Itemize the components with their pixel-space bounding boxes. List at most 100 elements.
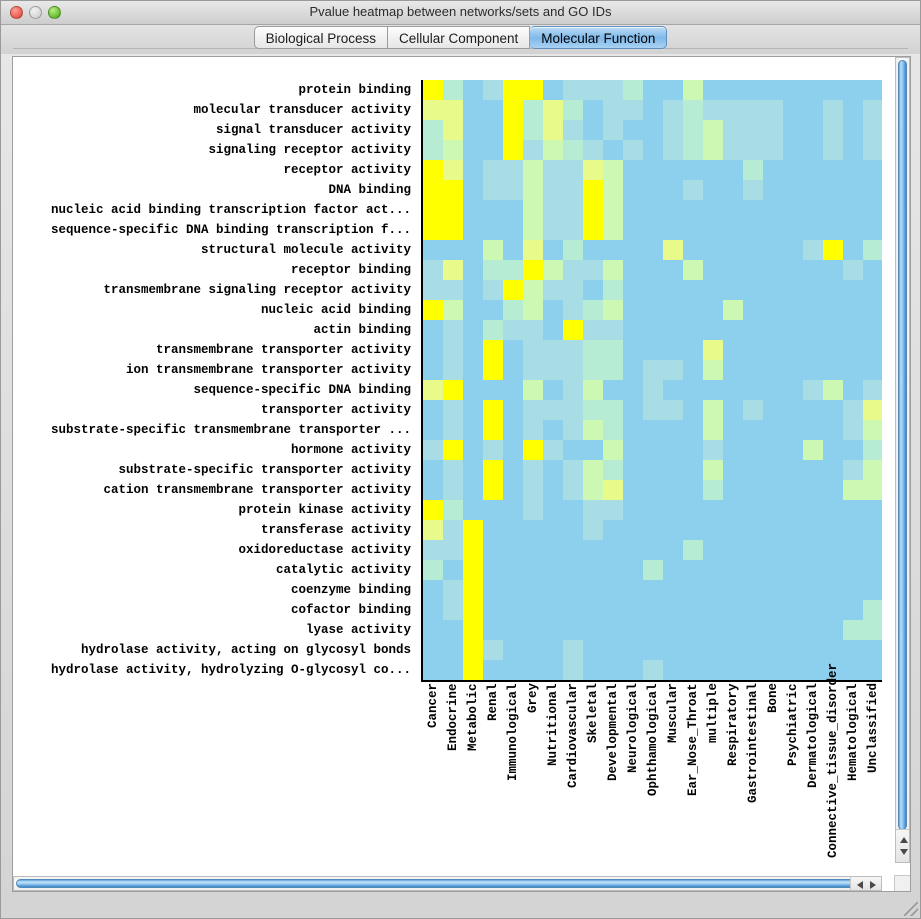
heatmap-cell[interactable] bbox=[523, 140, 543, 160]
heatmap-cell[interactable] bbox=[563, 560, 583, 580]
heatmap-cell[interactable] bbox=[723, 360, 743, 380]
heatmap-cell[interactable] bbox=[463, 220, 483, 240]
heatmap-cell[interactable] bbox=[523, 500, 543, 520]
heatmap-cell[interactable] bbox=[503, 300, 523, 320]
heatmap-cell[interactable] bbox=[583, 520, 603, 540]
heatmap-cell[interactable] bbox=[703, 320, 723, 340]
heatmap-cell[interactable] bbox=[663, 660, 683, 680]
heatmap-cell[interactable] bbox=[603, 120, 623, 140]
heatmap-cell[interactable] bbox=[803, 240, 823, 260]
heatmap-cell[interactable] bbox=[763, 100, 783, 120]
heatmap-cell[interactable] bbox=[843, 400, 863, 420]
heatmap-cell[interactable] bbox=[463, 560, 483, 580]
heatmap-cell[interactable] bbox=[603, 260, 623, 280]
heatmap-cell[interactable] bbox=[723, 460, 743, 480]
heatmap-cell[interactable] bbox=[543, 600, 563, 620]
heatmap-cell[interactable] bbox=[583, 380, 603, 400]
heatmap-cell[interactable] bbox=[823, 140, 843, 160]
heatmap-cell[interactable] bbox=[823, 360, 843, 380]
heatmap-cell[interactable] bbox=[543, 500, 563, 520]
heatmap-cell[interactable] bbox=[543, 260, 563, 280]
heatmap-cell[interactable] bbox=[463, 660, 483, 680]
heatmap-cell[interactable] bbox=[783, 500, 803, 520]
heatmap-cell[interactable] bbox=[803, 120, 823, 140]
heatmap-cell[interactable] bbox=[503, 240, 523, 260]
heatmap-cell[interactable] bbox=[683, 480, 703, 500]
heatmap-cell[interactable] bbox=[803, 560, 823, 580]
heatmap-cell[interactable] bbox=[783, 620, 803, 640]
heatmap-cell[interactable] bbox=[703, 480, 723, 500]
heatmap-cell[interactable] bbox=[583, 300, 603, 320]
heatmap-cell[interactable] bbox=[603, 280, 623, 300]
heatmap-cell[interactable] bbox=[443, 420, 463, 440]
heatmap-cell[interactable] bbox=[743, 520, 763, 540]
heatmap-cell[interactable] bbox=[603, 580, 623, 600]
heatmap-cell[interactable] bbox=[423, 320, 443, 340]
heatmap-cell[interactable] bbox=[863, 240, 882, 260]
heatmap-cell[interactable] bbox=[843, 480, 863, 500]
heatmap-cell[interactable] bbox=[563, 580, 583, 600]
heatmap-cell[interactable] bbox=[603, 320, 623, 340]
heatmap-cell[interactable] bbox=[783, 540, 803, 560]
heatmap-cell[interactable] bbox=[663, 580, 683, 600]
heatmap-cell[interactable] bbox=[683, 560, 703, 580]
vertical-scrollbar-thumb[interactable] bbox=[898, 60, 907, 830]
heatmap-cell[interactable] bbox=[623, 520, 643, 540]
heatmap-cell[interactable] bbox=[483, 600, 503, 620]
heatmap-cell[interactable] bbox=[843, 80, 863, 100]
heatmap-cell[interactable] bbox=[703, 160, 723, 180]
tab-molecular-function[interactable]: Molecular Function bbox=[530, 26, 668, 49]
window-resize-grip[interactable] bbox=[904, 902, 918, 916]
heatmap-cell[interactable] bbox=[803, 540, 823, 560]
heatmap-cell[interactable] bbox=[483, 400, 503, 420]
heatmap-cell[interactable] bbox=[483, 420, 503, 440]
heatmap-cell[interactable] bbox=[463, 200, 483, 220]
heatmap-cell[interactable] bbox=[503, 160, 523, 180]
heatmap-cell[interactable] bbox=[683, 320, 703, 340]
heatmap-cell[interactable] bbox=[423, 520, 443, 540]
heatmap-cell[interactable] bbox=[643, 160, 663, 180]
heatmap-cell[interactable] bbox=[423, 620, 443, 640]
heatmap-cell[interactable] bbox=[643, 380, 663, 400]
heatmap-cell[interactable] bbox=[723, 220, 743, 240]
heatmap-cell[interactable] bbox=[503, 660, 523, 680]
heatmap-cell[interactable] bbox=[443, 440, 463, 460]
heatmap-cell[interactable] bbox=[743, 280, 763, 300]
heatmap-cell[interactable] bbox=[603, 180, 623, 200]
heatmap-cell[interactable] bbox=[863, 300, 882, 320]
heatmap-cell[interactable] bbox=[523, 260, 543, 280]
heatmap-cell[interactable] bbox=[863, 420, 882, 440]
heatmap-cell[interactable] bbox=[803, 340, 823, 360]
heatmap-cell[interactable] bbox=[503, 400, 523, 420]
heatmap-cell[interactable] bbox=[663, 560, 683, 580]
heatmap-cell[interactable] bbox=[823, 380, 843, 400]
heatmap-cell[interactable] bbox=[803, 660, 823, 680]
heatmap-cell[interactable] bbox=[483, 440, 503, 460]
heatmap-cell[interactable] bbox=[763, 560, 783, 580]
heatmap-cell[interactable] bbox=[663, 100, 683, 120]
heatmap-cell[interactable] bbox=[803, 640, 823, 660]
heatmap-cell[interactable] bbox=[543, 660, 563, 680]
heatmap-cell[interactable] bbox=[783, 80, 803, 100]
heatmap-cell[interactable] bbox=[723, 640, 743, 660]
heatmap-cell[interactable] bbox=[423, 220, 443, 240]
heatmap-cell[interactable] bbox=[603, 100, 623, 120]
heatmap-cell[interactable] bbox=[843, 180, 863, 200]
heatmap-cell[interactable] bbox=[663, 140, 683, 160]
heatmap-cell[interactable] bbox=[503, 260, 523, 280]
heatmap-cell[interactable] bbox=[683, 220, 703, 240]
heatmap-cell[interactable] bbox=[623, 480, 643, 500]
heatmap-cell[interactable] bbox=[563, 340, 583, 360]
heatmap-cell[interactable] bbox=[483, 640, 503, 660]
heatmap-cell[interactable] bbox=[503, 180, 523, 200]
heatmap-cell[interactable] bbox=[503, 120, 523, 140]
heatmap-cell[interactable] bbox=[843, 240, 863, 260]
heatmap-cell[interactable] bbox=[803, 600, 823, 620]
heatmap-cell[interactable] bbox=[583, 660, 603, 680]
heatmap-cell[interactable] bbox=[583, 80, 603, 100]
heatmap-cell[interactable] bbox=[643, 440, 663, 460]
heatmap-cell[interactable] bbox=[783, 300, 803, 320]
heatmap-cell[interactable] bbox=[603, 380, 623, 400]
heatmap-cell[interactable] bbox=[483, 140, 503, 160]
heatmap-cell[interactable] bbox=[643, 120, 663, 140]
